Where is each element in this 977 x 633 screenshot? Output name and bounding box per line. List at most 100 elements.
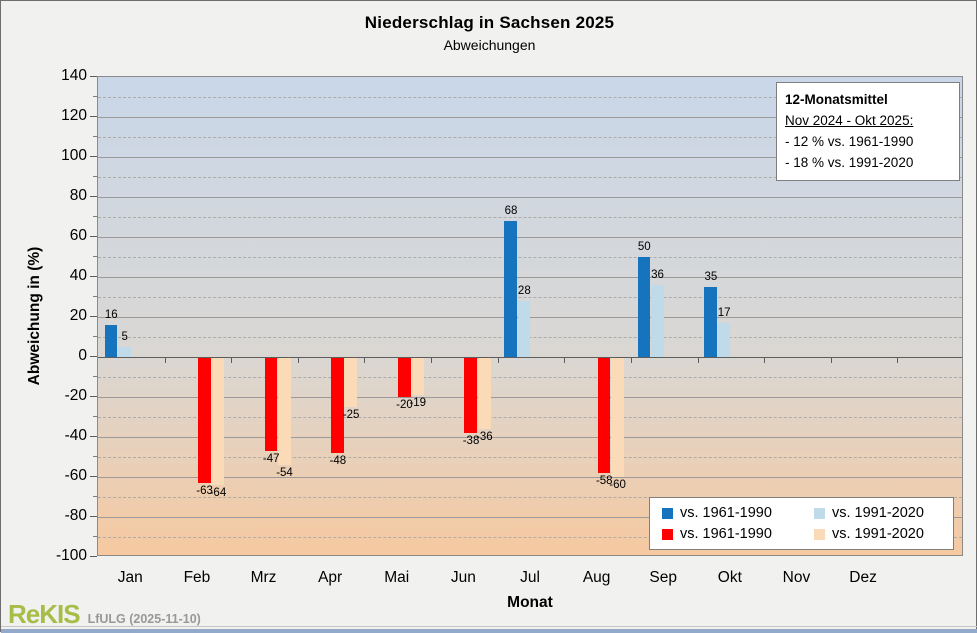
x-tick-label: Feb — [183, 569, 211, 586]
gridline-minor — [98, 457, 962, 458]
bar — [197, 357, 211, 483]
legend-label: vs. 1991-2020 — [832, 526, 924, 542]
y-axis-minor-tick — [93, 416, 97, 417]
gridline-minor — [98, 137, 962, 138]
y-axis-tick — [90, 196, 97, 197]
y-axis-tick — [90, 436, 97, 437]
bar — [637, 257, 651, 357]
bar — [117, 347, 131, 357]
bar-value-label: -54 — [276, 467, 293, 479]
figure-bottom-border — [1, 626, 977, 627]
bar — [477, 357, 491, 429]
legend-item: vs. 1961-1990 — [662, 526, 814, 542]
info-box: 12-Monatsmittel Nov 2024 - Okt 2025: - 1… — [776, 82, 960, 181]
y-axis-minor-tick — [93, 256, 97, 257]
y-tick-label: 140 — [61, 67, 87, 84]
source-label: LfULG (2025-11-10) — [87, 612, 201, 626]
bar — [704, 287, 717, 357]
y-axis-minor-tick — [93, 176, 97, 177]
category-tick — [497, 357, 499, 363]
gridline-major — [98, 237, 962, 238]
y-axis-minor-tick — [93, 336, 97, 337]
info-box-title: 12-Monatsmittel — [785, 92, 888, 107]
legend-swatch — [662, 528, 673, 540]
y-tick-label: 60 — [69, 227, 87, 244]
gridline-major — [98, 157, 962, 158]
y-axis-tick — [90, 316, 97, 317]
bar — [464, 357, 478, 433]
y-axis-minor-tick — [93, 536, 97, 537]
bar-value-label: 50 — [637, 241, 651, 253]
legend-label: vs. 1961-1990 — [680, 526, 772, 542]
x-tick-label: Mrz — [250, 569, 277, 586]
gridline-minor — [98, 297, 962, 298]
bar-value-label: 28 — [517, 285, 531, 297]
y-axis-minor-tick — [93, 216, 97, 217]
y-axis-tick — [90, 236, 97, 237]
x-tick-label: Aug — [582, 569, 611, 586]
footer: ReKIS LfULG (2025-11-10) — [8, 601, 201, 627]
y-axis-minor-tick — [93, 136, 97, 137]
bar — [717, 323, 731, 357]
bar — [517, 301, 531, 357]
bar-value-label: -63 — [196, 485, 213, 497]
y-axis-tick — [90, 156, 97, 157]
y-axis-minor-tick — [93, 296, 97, 297]
gridline-major — [98, 117, 962, 118]
y-tick-label: 100 — [61, 147, 87, 164]
bar — [411, 357, 424, 395]
y-tick-label: -20 — [64, 387, 87, 404]
y-axis-minor-tick — [93, 456, 97, 457]
legend-item: vs. 1991-2020 — [814, 526, 953, 542]
y-axis-tick — [90, 356, 97, 357]
bar-value-label: 16 — [104, 309, 118, 321]
category-tick — [231, 357, 233, 363]
x-tick-label: Apr — [318, 569, 343, 586]
y-tick-label: 40 — [69, 267, 87, 284]
y-tick-label: -80 — [64, 507, 87, 524]
y-axis-tick — [90, 116, 97, 117]
bar-value-label: -25 — [342, 409, 360, 421]
bar-value-label: 5 — [121, 331, 128, 343]
category-tick — [164, 357, 166, 363]
x-tick-label: Okt — [717, 569, 742, 586]
gridline-minor — [98, 417, 962, 418]
y-axis-minor-tick — [93, 496, 97, 497]
gridline-major — [98, 477, 962, 478]
category-tick — [697, 357, 699, 363]
category-tick — [830, 357, 832, 363]
x-tick-label: Jun — [450, 569, 476, 586]
gridline-major — [98, 197, 962, 198]
bar — [397, 357, 411, 397]
bar-value-label: -19 — [409, 397, 427, 409]
x-tick-label: Jul — [520, 569, 540, 586]
legend-item: vs. 1991-2020 — [814, 505, 953, 521]
y-tick-label: 80 — [69, 187, 87, 204]
bar-value-label: -47 — [262, 453, 280, 465]
chart-subtitle: Abweichungen — [443, 37, 536, 53]
y-axis-tick — [90, 516, 97, 517]
bar-value-label: 17 — [717, 307, 731, 319]
gridline-major — [98, 437, 962, 438]
gridline-minor — [98, 257, 962, 258]
gridline-minor — [98, 377, 962, 378]
x-tick-label: Jan — [117, 569, 143, 586]
category-tick — [297, 357, 299, 363]
bar-value-label: -64 — [209, 487, 227, 499]
y-axis-tick — [90, 276, 97, 277]
bar-value-label: 35 — [704, 271, 718, 283]
info-box-line: - 18 % vs. 1991-2020 — [785, 155, 914, 170]
legend-label: vs. 1991-2020 — [832, 505, 924, 521]
gridline-minor — [98, 497, 962, 498]
gridline-minor — [98, 97, 962, 98]
y-tick-label: -100 — [55, 547, 87, 564]
gridline-minor — [98, 177, 962, 178]
category-tick — [431, 357, 433, 363]
bar-value-label: 36 — [651, 269, 664, 281]
category-tick — [630, 357, 632, 363]
bar-value-label: 68 — [504, 205, 518, 217]
y-axis-minor-tick — [93, 96, 97, 97]
bar — [211, 357, 225, 485]
legend-swatch — [814, 507, 825, 519]
bar — [610, 357, 624, 477]
